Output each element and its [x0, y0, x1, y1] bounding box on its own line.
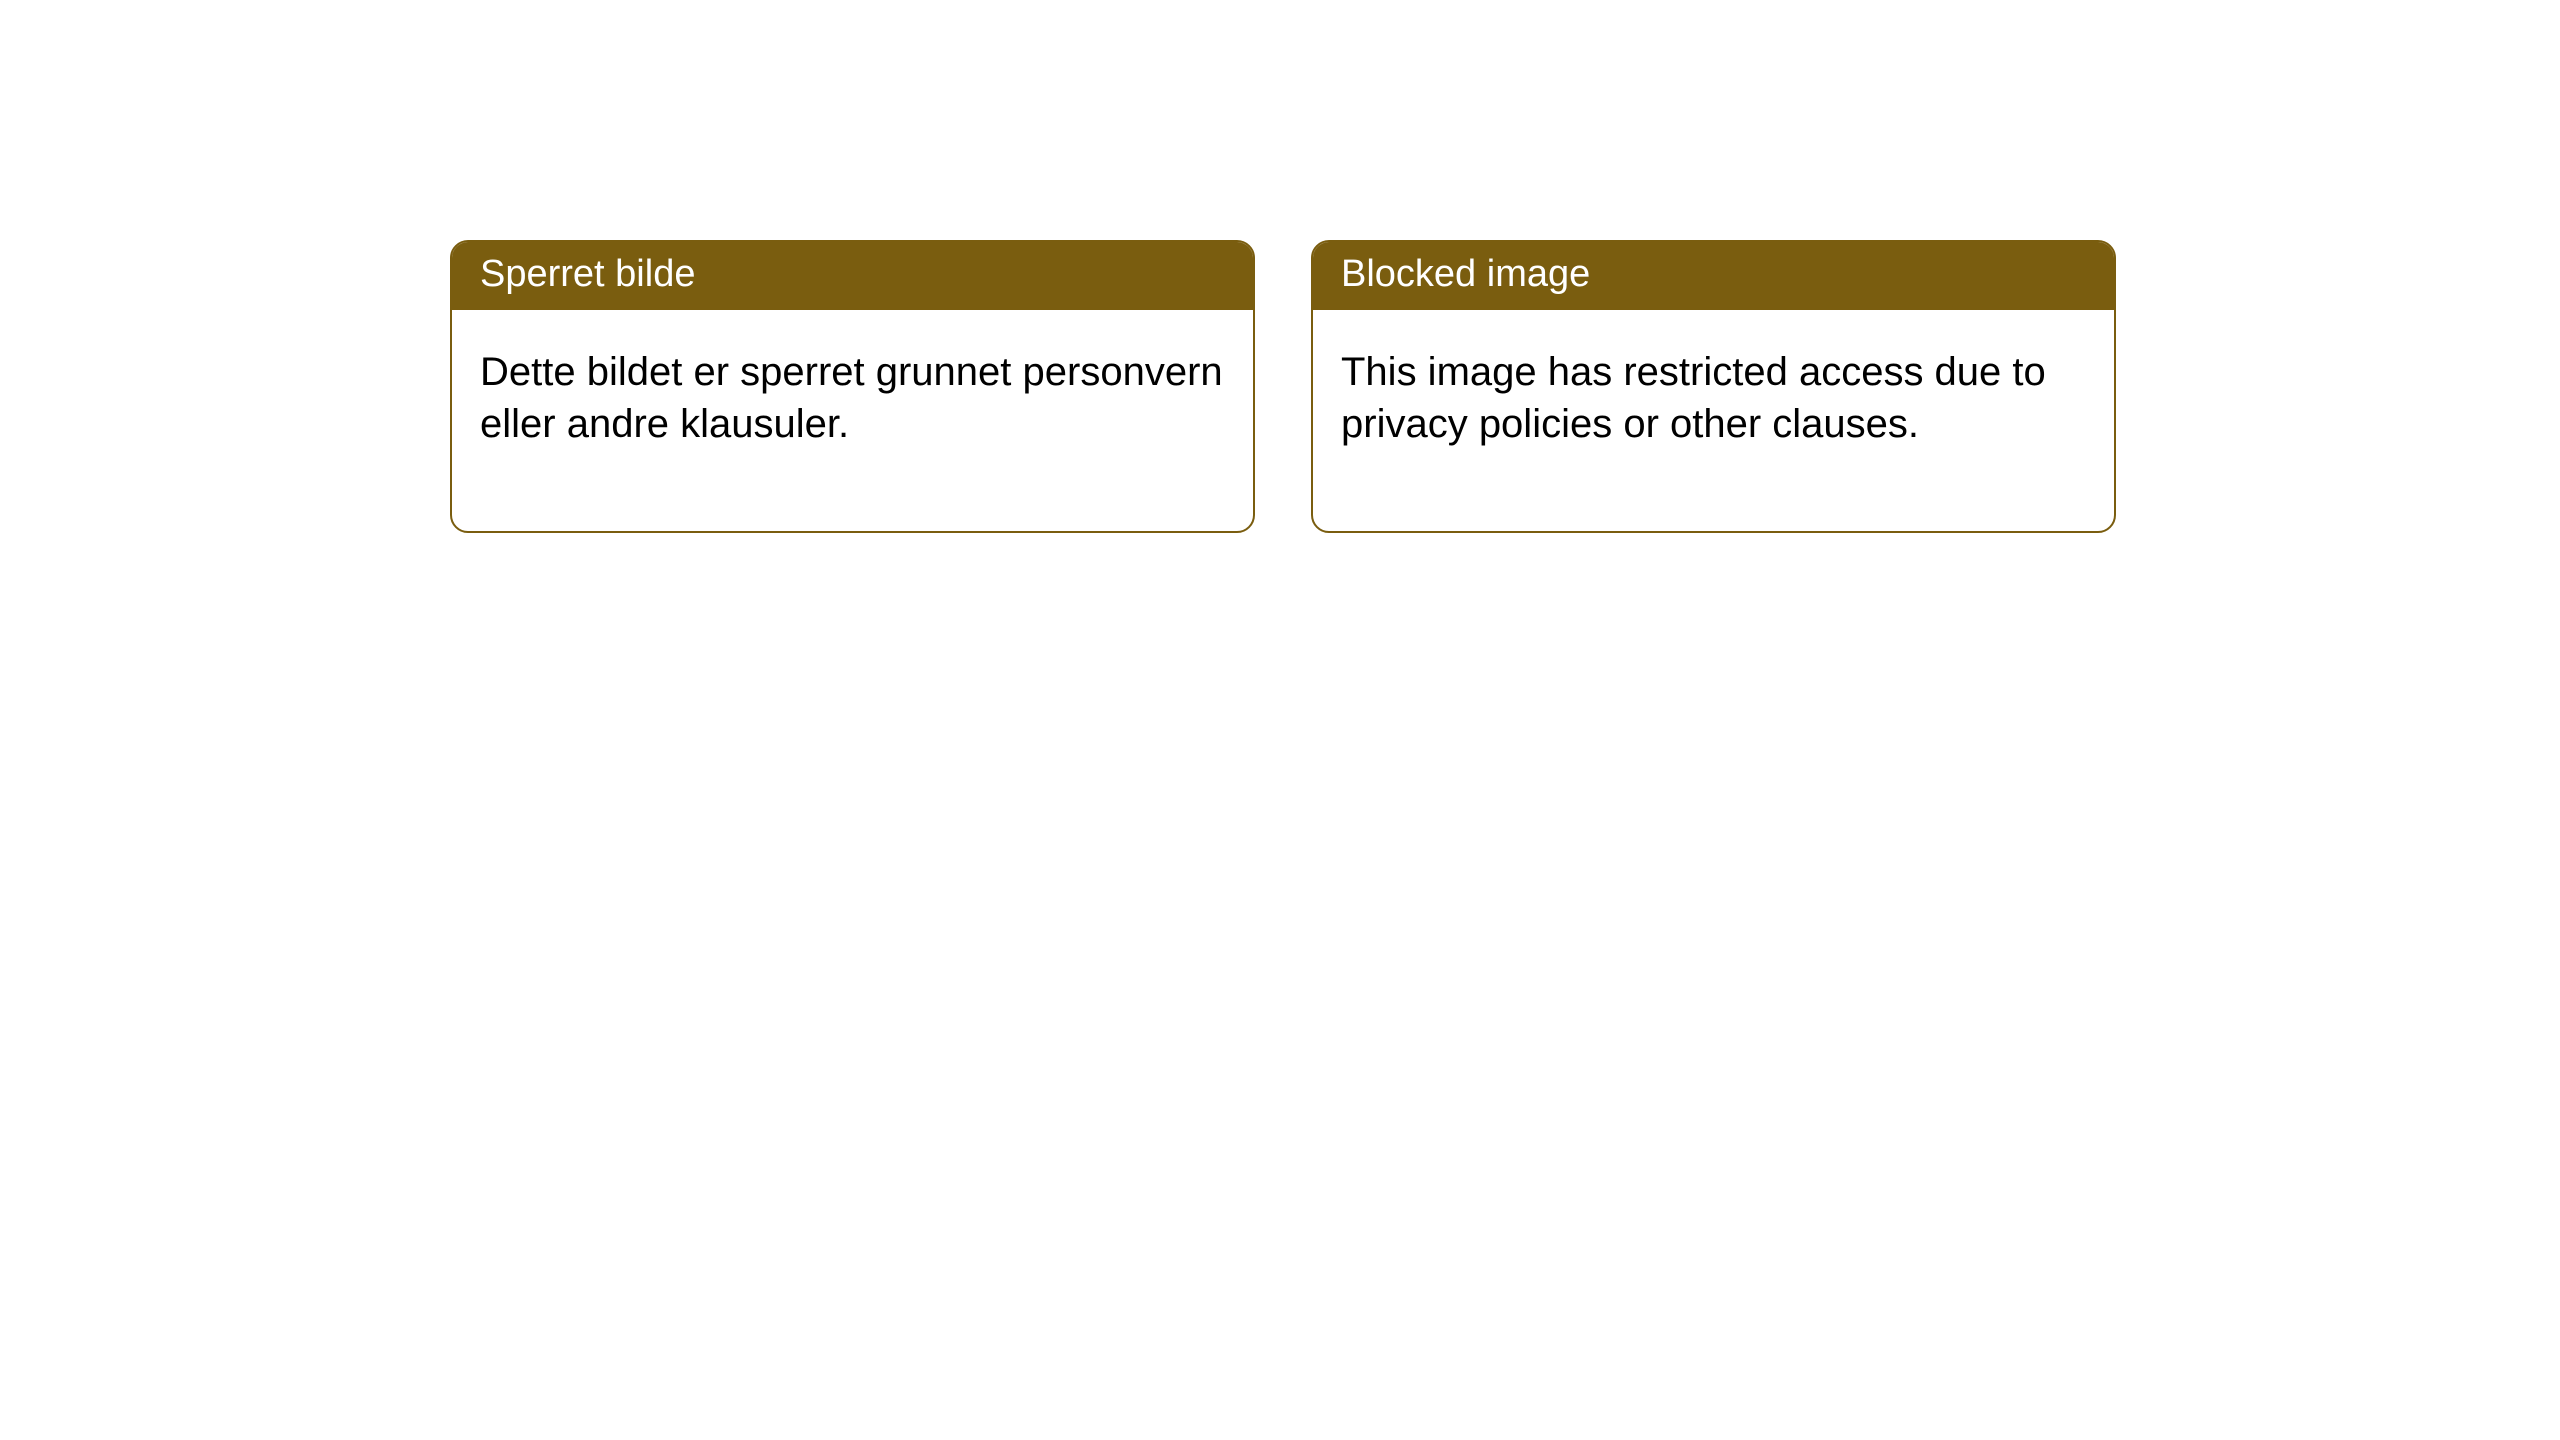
notice-body-english: This image has restricted access due to … — [1313, 310, 2114, 532]
notice-box-english: Blocked image This image has restricted … — [1311, 240, 2116, 533]
notice-box-norwegian: Sperret bilde Dette bildet er sperret gr… — [450, 240, 1255, 533]
notice-header-norwegian: Sperret bilde — [452, 242, 1253, 310]
notice-header-english: Blocked image — [1313, 242, 2114, 310]
notice-body-norwegian: Dette bildet er sperret grunnet personve… — [452, 310, 1253, 532]
notice-container: Sperret bilde Dette bildet er sperret gr… — [0, 0, 2560, 533]
